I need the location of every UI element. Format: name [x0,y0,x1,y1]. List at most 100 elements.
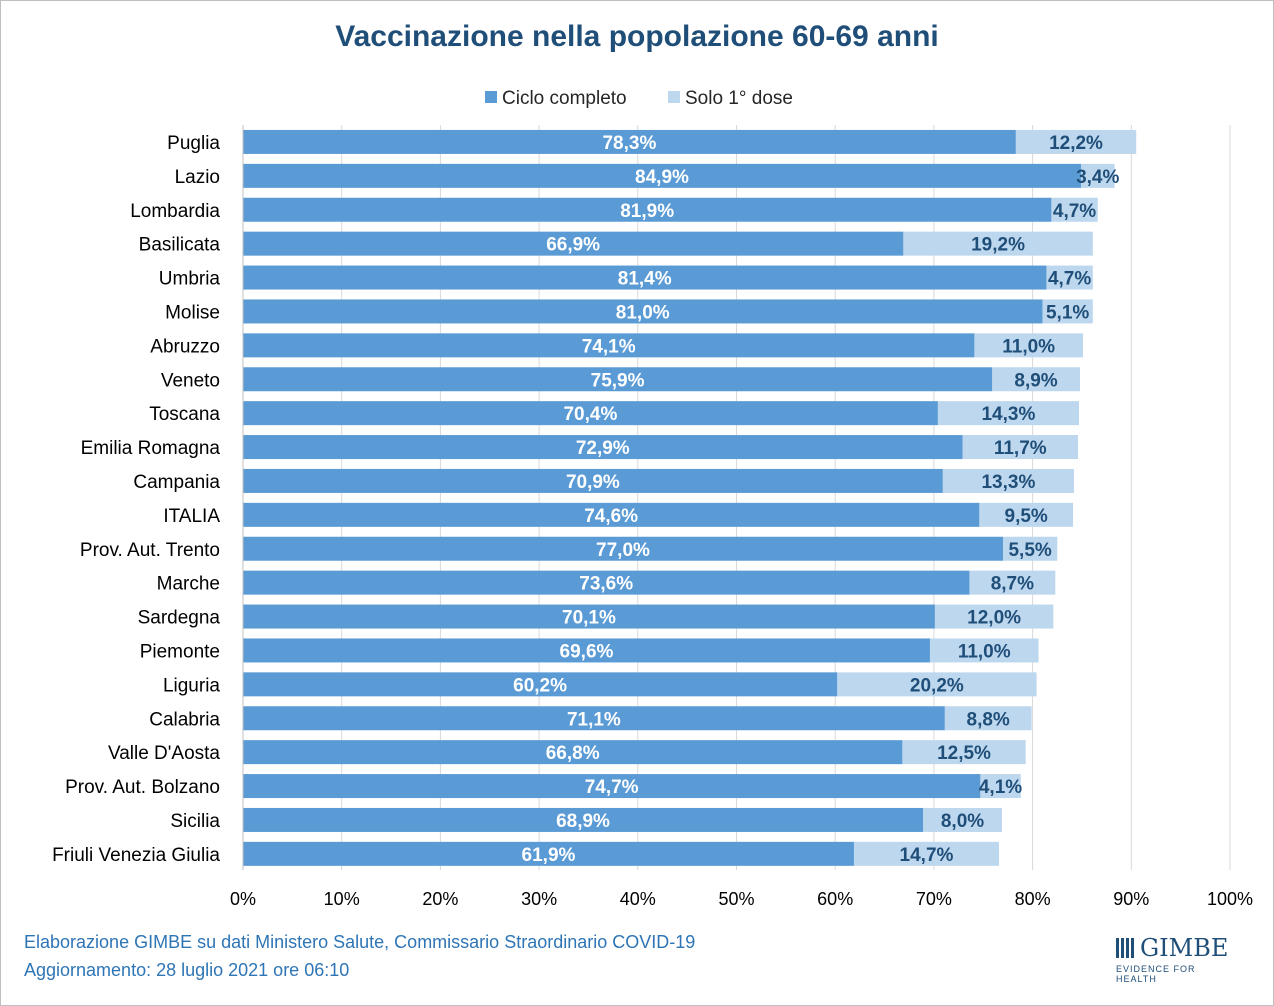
data-label-solo-prima-dose: 11,7% [994,438,1047,459]
gimbe-logo: GIMBE EVIDENCE FOR HEALTH [1116,934,1236,984]
category-label: Sardegna [138,608,221,629]
category-label: Calabria [149,709,220,730]
x-tick-label: 10% [324,889,360,909]
data-label-ciclo-completo: 78,3% [602,133,656,154]
bar-solo-prima-dose [942,468,1075,493]
data-label-solo-prima-dose: 11,0% [1002,336,1055,357]
category-label: Prov. Aut. Trento [80,540,220,561]
category-label: Veneto [161,370,220,391]
data-label-solo-prima-dose: 4,1% [979,777,1022,798]
bar-solo-prima-dose [937,401,1079,426]
data-label-solo-prima-dose: 12,0% [967,608,1021,629]
data-label-solo-prima-dose: 13,3% [981,472,1035,493]
data-label-solo-prima-dose: 8,9% [1014,370,1057,391]
bar-ciclo-completo [243,265,1047,290]
x-tick-label: 70% [916,889,952,909]
bar-ciclo-completo [243,570,970,595]
bar-ciclo-completo [243,807,924,832]
data-label-ciclo-completo: 77,0% [596,540,650,561]
data-label-solo-prima-dose: 4,7% [1048,269,1091,290]
category-label: Puglia [167,133,220,154]
data-label-solo-prima-dose: 14,7% [900,845,954,866]
bar-ciclo-completo [243,197,1052,222]
bar-solo-prima-dose [1046,265,1093,290]
bar-ciclo-completo [243,367,993,392]
bar-ciclo-completo [243,502,980,527]
bar-ciclo-completo [243,435,963,460]
data-label-solo-prima-dose: 8,0% [941,811,984,832]
bar-solo-prima-dose [837,672,1037,697]
data-label-ciclo-completo: 74,7% [585,777,639,798]
category-label: Toscana [149,404,220,425]
category-label: Basilicata [139,235,221,256]
bar-solo-prima-dose [1015,129,1137,154]
bar-solo-prima-dose [974,333,1083,358]
data-label-solo-prima-dose: 9,5% [1005,506,1048,527]
category-label: Lombardia [130,201,220,222]
bar-solo-prima-dose [979,502,1074,527]
bar-solo-prima-dose [1051,197,1098,222]
x-tick-label: 50% [718,889,754,909]
x-tick-label: 60% [817,889,853,909]
data-label-ciclo-completo: 68,9% [556,811,610,832]
data-label-ciclo-completo: 75,9% [591,370,645,391]
data-label-ciclo-completo: 81,0% [616,302,670,323]
x-tick-label: 80% [1015,889,1051,909]
data-label-solo-prima-dose: 3,4% [1076,167,1119,188]
bar-ciclo-completo [243,468,943,493]
data-label-ciclo-completo: 70,9% [566,472,620,493]
category-label: Abruzzo [150,336,220,357]
legend-swatch-ciclo-completo [485,91,497,103]
category-label: Marche [157,574,220,595]
x-tick-label: 20% [422,889,458,909]
category-label: Emilia Romagna [81,438,221,459]
bar-ciclo-completo [243,536,1003,561]
footer-updated: Aggiornamento: 28 luglio 2021 ore 06:10 [24,960,350,980]
bar-solo-prima-dose [969,570,1056,595]
x-tick-label: 30% [521,889,557,909]
category-label: Valle D'Aosta [108,743,220,764]
x-tick-label: 0% [230,889,256,909]
category-label: Prov. Aut. Bolzano [65,777,220,798]
bar-ciclo-completo [243,774,981,799]
legend-swatch-solo-prima-dose [668,91,680,103]
bar-solo-prima-dose [1002,536,1058,561]
category-label: Piemonte [140,641,220,662]
bar-ciclo-completo [243,604,935,629]
data-label-solo-prima-dose: 11,0% [958,641,1011,662]
data-label-ciclo-completo: 66,9% [546,235,600,256]
x-tick-label: 40% [620,889,656,909]
data-label-solo-prima-dose: 8,7% [991,574,1034,595]
bar-ciclo-completo [243,163,1081,188]
bar-ciclo-completo [243,401,938,426]
bar-solo-prima-dose [1080,163,1115,188]
bar-ciclo-completo [243,129,1016,154]
data-label-ciclo-completo: 81,4% [618,269,672,290]
bar-ciclo-completo [243,638,930,663]
data-label-ciclo-completo: 66,8% [546,743,600,764]
bar-solo-prima-dose [923,807,1003,832]
x-tick-label: 90% [1113,889,1149,909]
data-label-solo-prima-dose: 19,2% [971,235,1025,256]
data-label-ciclo-completo: 60,2% [513,675,567,696]
data-label-solo-prima-dose: 5,1% [1046,302,1089,323]
data-label-ciclo-completo: 73,6% [579,574,633,595]
data-label-ciclo-completo: 84,9% [635,167,689,188]
legend-label-ciclo-completo: Ciclo completo [502,88,627,109]
bar-solo-prima-dose [902,740,1026,765]
chart-title: Vaccinazione nella popolazione 60-69 ann… [335,20,939,53]
category-label: Sicilia [170,811,220,832]
data-label-solo-prima-dose: 12,2% [1049,133,1103,154]
legend-label-solo-prima-dose: Solo 1° dose [685,88,793,109]
bar-ciclo-completo [243,333,975,358]
bar-ciclo-completo [243,706,945,731]
bar-solo-prima-dose [903,231,1093,256]
category-label: Liguria [163,675,220,696]
bar-solo-prima-dose [962,435,1079,460]
bar-solo-prima-dose [934,604,1054,629]
category-label: ITALIA [163,506,220,527]
logo-tagline: EVIDENCE FOR HEALTH [1116,964,1196,984]
data-label-solo-prima-dose: 8,8% [967,709,1010,730]
data-label-solo-prima-dose: 14,3% [981,404,1035,425]
